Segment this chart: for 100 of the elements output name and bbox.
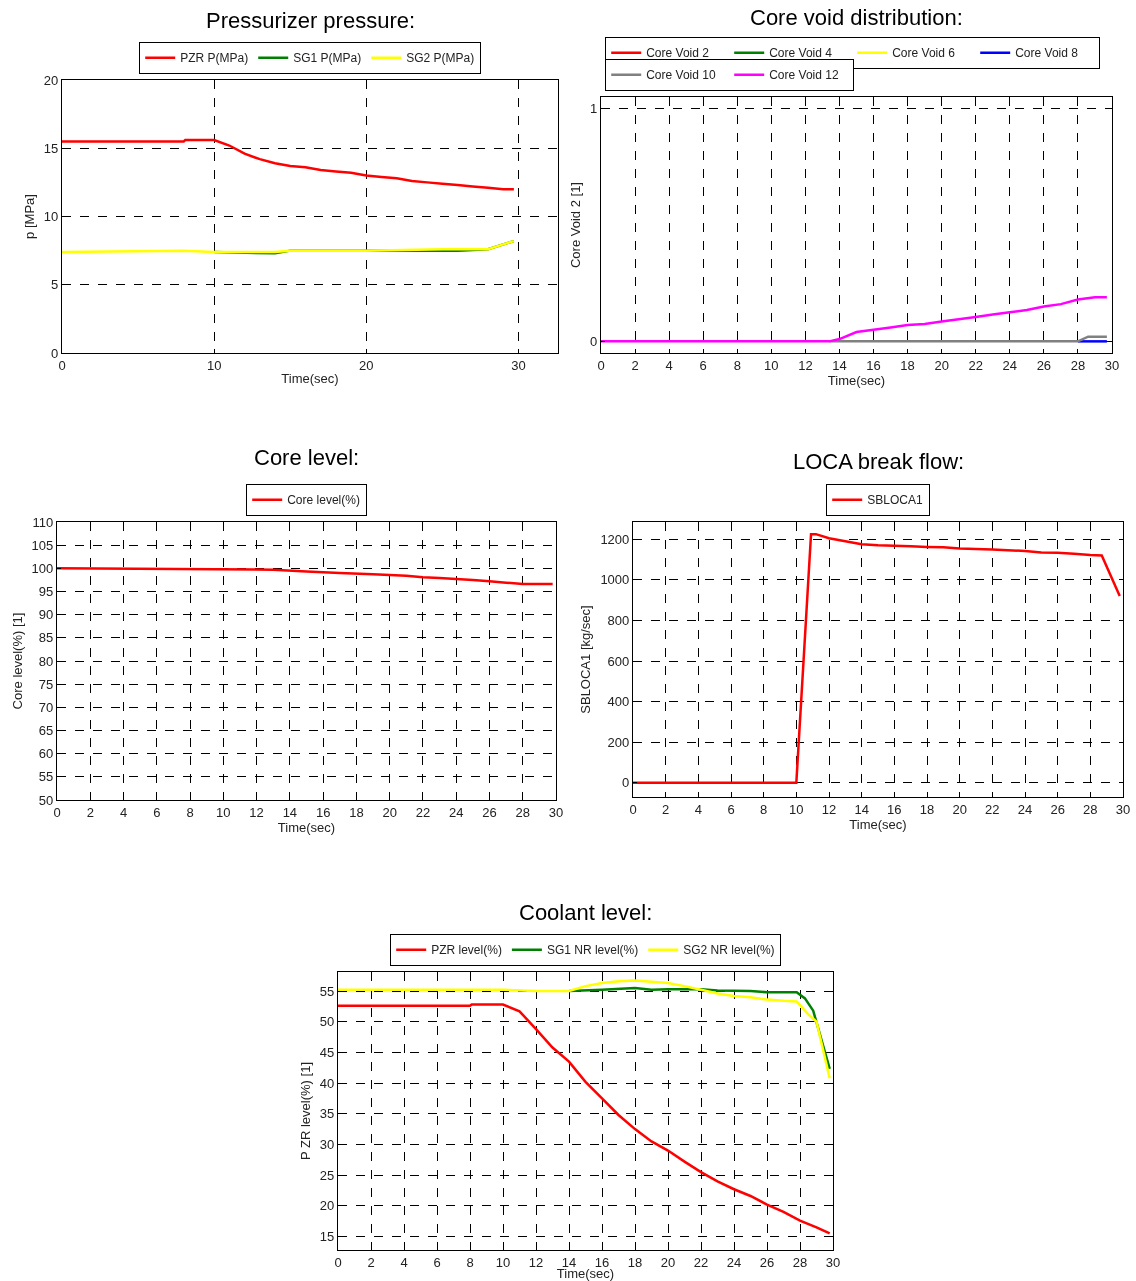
y-tick-label: 50 — [38, 792, 54, 808]
x-tick-label: 4 — [694, 801, 702, 817]
legend-label: PZR level(%) — [431, 943, 502, 958]
y-tick-label: 60 — [38, 746, 54, 762]
x-tick-label: 22 — [985, 801, 1000, 817]
y-tick-label: 5 — [51, 277, 59, 293]
x-tick-label: 28 — [1070, 357, 1086, 373]
y-tick-label: 0 — [622, 775, 630, 791]
x-tick-label: 22 — [968, 357, 983, 373]
y-tick-label: 0 — [51, 345, 59, 361]
x-axis-title: Time(sec) — [827, 372, 886, 388]
x-tick-label: 28 — [792, 1254, 808, 1270]
y-tick-label: 200 — [607, 734, 630, 750]
y-tick-label: 1200 — [600, 531, 630, 547]
legend-label: PZR P(MPa) — [180, 51, 249, 66]
legend-label: SG2 NR level(%) — [683, 943, 775, 958]
legend-label: Core level(%) — [287, 493, 360, 508]
x-tick-label: 30 — [1115, 801, 1131, 817]
y-tick-label: 40 — [319, 1075, 335, 1091]
x-tick-label: 6 — [153, 804, 161, 820]
y-tick-label: 95 — [38, 584, 54, 600]
x-tick-label: 16 — [866, 357, 881, 373]
chart-title: Coolant level: — [519, 900, 653, 925]
y-tick-label: 15 — [319, 1229, 335, 1245]
y-tick-label: 100 — [31, 560, 54, 576]
line-series — [633, 532, 1121, 785]
y-tick-label: 35 — [319, 1106, 335, 1122]
y-tick-label: 20 — [319, 1198, 335, 1214]
legend-label: SG2 P(MPa) — [406, 51, 475, 66]
x-tick-label: 10 — [495, 1254, 511, 1270]
x-tick-label: 30 — [511, 357, 526, 373]
x-tick-label: 12 — [249, 804, 264, 820]
line-series — [601, 295, 1109, 343]
x-tick-label: 28 — [1083, 801, 1098, 817]
x-tick-label: 10 — [789, 801, 804, 817]
legend-label: Core Void 12 — [769, 68, 839, 83]
line-series — [57, 567, 554, 586]
y-axis-title: p [MPa] — [21, 194, 37, 239]
x-tick-label: 14 — [832, 357, 847, 373]
x-tick-label: 18 — [627, 1254, 643, 1270]
x-tick-label: 8 — [733, 357, 741, 373]
x-tick-label: 10 — [764, 357, 779, 373]
y-tick-label: 55 — [319, 983, 335, 999]
legend-label: Core Void 8 — [1015, 46, 1079, 61]
y-tick-label: 15 — [43, 140, 59, 156]
x-tick-label: 16 — [315, 804, 331, 820]
legend-label: SBLOCA1 — [867, 493, 923, 508]
x-axis-title: Time(sec) — [281, 371, 339, 387]
y-axis-title: P ZR level(%) [1] — [297, 1061, 313, 1161]
line-series — [62, 138, 516, 191]
x-tick-label: 20 — [382, 804, 397, 820]
x-tick-label: 2 — [367, 1254, 375, 1270]
x-tick-label: 2 — [662, 801, 670, 817]
x-tick-label: 20 — [934, 357, 949, 373]
y-tick-label: 400 — [607, 694, 630, 710]
x-tick-label: 26 — [1036, 357, 1052, 373]
chart-title: Pressurizer pressure: — [206, 8, 416, 33]
x-tick-label: 30 — [825, 1254, 841, 1270]
x-tick-label: 24 — [1002, 357, 1018, 373]
x-tick-label: 12 — [528, 1254, 544, 1270]
x-tick-label: 12 — [821, 801, 837, 817]
x-tick-label: 18 — [349, 804, 364, 820]
x-tick-label: 18 — [919, 801, 935, 817]
x-tick-label: 8 — [466, 1254, 474, 1270]
y-tick-label: 90 — [38, 607, 54, 623]
y-tick-label: 45 — [319, 1044, 335, 1060]
x-tick-label: 26 — [759, 1254, 775, 1270]
chart-title: LOCA break flow: — [793, 449, 965, 474]
x-tick-label: 8 — [760, 801, 768, 817]
y-tick-label: 105 — [31, 537, 54, 553]
x-tick-label: 18 — [900, 357, 915, 373]
x-tick-label: 10 — [216, 804, 231, 820]
x-tick-label: 14 — [282, 804, 298, 820]
x-tick-label: 6 — [699, 357, 707, 373]
y-tick-label: 70 — [38, 699, 54, 715]
x-tick-label: 14 — [854, 801, 869, 817]
y-tick-label: 55 — [38, 769, 54, 785]
y-tick-label: 10 — [43, 209, 59, 225]
x-tick-label: 16 — [887, 801, 902, 817]
y-tick-label: 1000 — [600, 572, 630, 588]
chart-title: Core level: — [254, 445, 360, 470]
x-tick-label: 30 — [1104, 357, 1120, 373]
line-series — [62, 239, 516, 254]
x-tick-label: 10 — [206, 357, 222, 373]
legend-label: SG1 P(MPa) — [293, 51, 362, 66]
x-tick-label: 2 — [86, 804, 94, 820]
x-tick-label: 22 — [415, 804, 431, 820]
x-tick-label: 22 — [693, 1254, 709, 1270]
x-tick-label: 4 — [119, 804, 128, 820]
line-series — [338, 1003, 831, 1235]
y-tick-label: 800 — [607, 612, 630, 628]
x-tick-label: 6 — [433, 1254, 441, 1270]
y-tick-label: 75 — [38, 676, 54, 692]
y-tick-label: 80 — [38, 653, 54, 669]
x-axis-title: Time(sec) — [277, 819, 336, 835]
x-tick-label: 30 — [548, 804, 564, 820]
x-tick-label: 8 — [186, 804, 194, 820]
x-tick-label: 4 — [400, 1254, 408, 1270]
chart-title: Core void distribution: — [750, 5, 963, 30]
y-tick-label: 50 — [319, 1014, 335, 1030]
